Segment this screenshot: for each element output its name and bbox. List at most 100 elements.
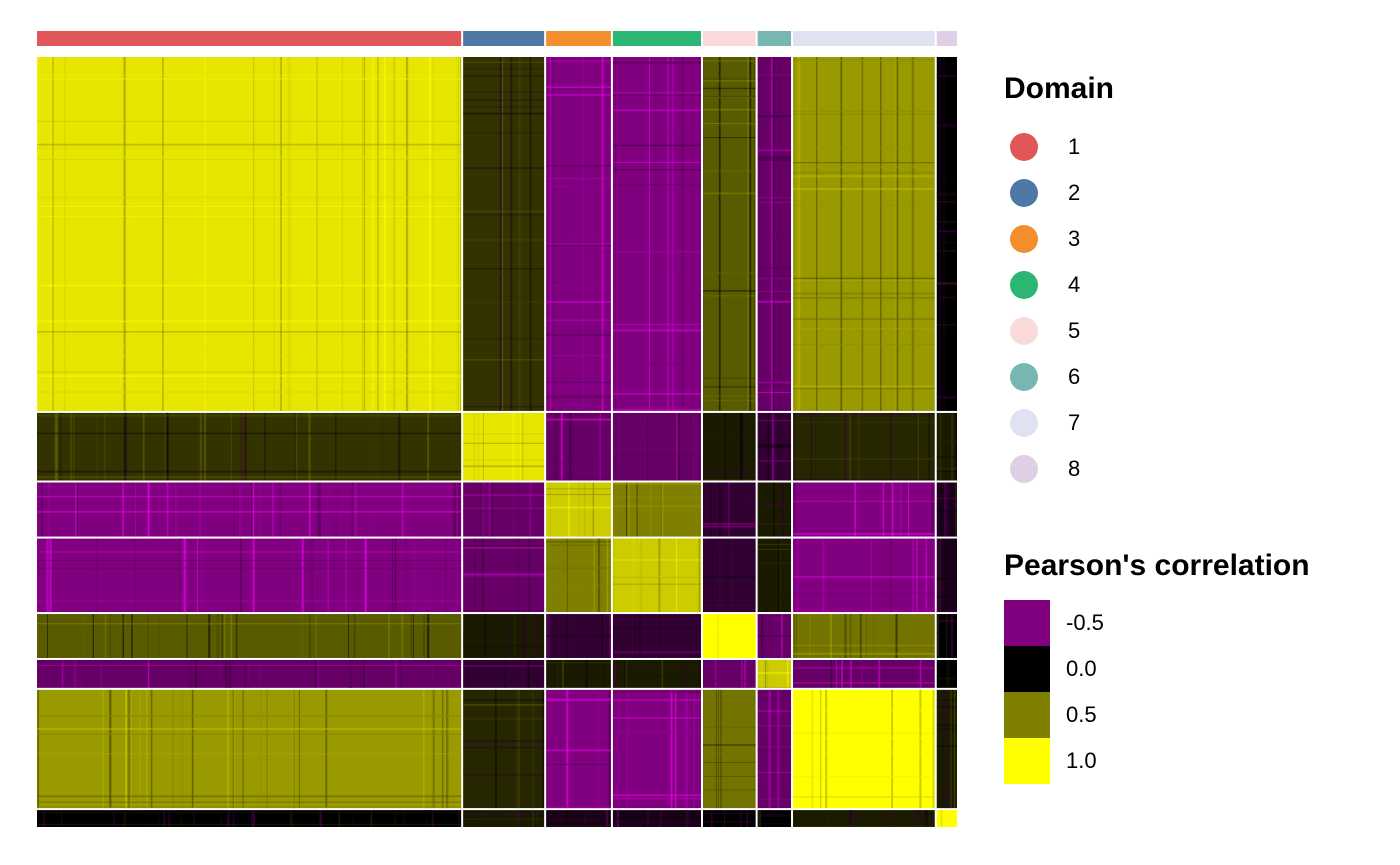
- heatmap-stripe: [381, 412, 384, 481]
- heatmap-stripe: [757, 635, 792, 637]
- heatmap-stripe: [37, 215, 462, 217]
- heatmap-stripe: [569, 412, 572, 481]
- heatmap-block: [463, 689, 545, 809]
- heatmap-stripe: [147, 482, 150, 537]
- heatmap-stripe: [109, 614, 111, 658]
- heatmap-stripe: [517, 538, 519, 613]
- heatmap-stripe: [37, 753, 462, 755]
- heatmap-stripe: [870, 689, 873, 809]
- heatmap-stripe: [327, 538, 329, 613]
- heatmap-stripe: [227, 659, 230, 688]
- heatmap-stripe: [676, 412, 678, 481]
- heatmap-stripe: [950, 689, 952, 809]
- heatmap-stripe: [191, 689, 194, 809]
- heatmap-stripe: [566, 689, 569, 809]
- heatmap-stripe: [844, 412, 847, 481]
- heatmap-stripe: [757, 543, 792, 545]
- heatmap-stripe: [777, 689, 780, 809]
- heatmap-stripe: [546, 701, 611, 703]
- heatmap-stripe: [513, 614, 516, 658]
- heatmap-stripe: [793, 385, 935, 388]
- heatmap-stripe: [463, 774, 545, 776]
- heatmap-stripe: [757, 197, 792, 198]
- heatmap-stripe: [175, 482, 177, 537]
- heatmap-stripe: [549, 482, 552, 537]
- heatmap-stripe: [754, 614, 756, 658]
- heatmap-stripe: [221, 614, 224, 658]
- heatmap-block: [757, 538, 792, 613]
- heatmap-stripe: [49, 538, 52, 613]
- heatmap-stripe: [945, 810, 948, 827]
- heatmap-stripe: [547, 614, 550, 658]
- heatmap-stripe: [565, 810, 568, 827]
- heatmap-stripe: [263, 412, 265, 481]
- heatmap-stripe: [793, 819, 935, 821]
- heatmap-stripe: [781, 482, 784, 537]
- domain-3-swatch: [1010, 225, 1038, 253]
- heatmap-stripe: [194, 659, 197, 688]
- heatmap-stripe: [546, 381, 611, 384]
- heatmap-stripe: [332, 538, 334, 613]
- heatmap-stripe: [940, 810, 943, 827]
- heatmap-stripe: [793, 609, 935, 612]
- heatmap-stripe: [740, 810, 742, 827]
- heatmap-stripe: [940, 57, 942, 411]
- heatmap-stripe: [37, 660, 462, 663]
- heatmap-stripe: [100, 659, 103, 688]
- heatmap-stripe: [936, 664, 957, 667]
- heatmap-stripe: [850, 614, 852, 658]
- heatmap-stripe: [757, 652, 792, 655]
- heatmap-stripe: [546, 334, 611, 336]
- heatmap-stripe: [612, 559, 701, 561]
- heatmap-stripe: [682, 57, 684, 411]
- heatmap-stripe: [501, 57, 504, 411]
- heatmap-stripe: [917, 412, 919, 481]
- heatmap-stripe: [629, 412, 632, 481]
- heatmap-stripe: [203, 57, 206, 411]
- heatmap-stripe: [372, 412, 375, 481]
- heatmap-stripe: [702, 604, 756, 606]
- heatmap-stripe: [936, 124, 957, 126]
- heatmap-stripe: [793, 796, 935, 798]
- heatmap-stripe: [410, 614, 413, 658]
- heatmap-stripe: [585, 659, 588, 688]
- heatmap-block: [702, 659, 756, 688]
- heatmap-stripe: [793, 162, 935, 164]
- heatmap-stripe: [702, 576, 756, 579]
- heatmap-stripe: [235, 614, 238, 658]
- heatmap-stripe: [738, 614, 740, 658]
- heatmap-stripe: [936, 577, 957, 580]
- heatmap-stripe: [37, 728, 462, 730]
- heatmap-stripe: [936, 595, 957, 598]
- heatmap-stripe: [522, 614, 525, 658]
- heatmap-stripe: [737, 659, 740, 688]
- heatmap-stripe: [445, 538, 447, 613]
- heatmap-stripe: [546, 567, 611, 569]
- heatmap-block: [463, 482, 545, 537]
- heatmap-stripe: [820, 689, 822, 809]
- heatmap-stripe: [702, 775, 756, 777]
- heatmap-stripe: [73, 659, 76, 688]
- heatmap-stripe: [556, 412, 558, 481]
- heatmap-stripe: [335, 412, 337, 481]
- heatmap-stripe: [37, 380, 462, 383]
- heatmap-stripe: [793, 666, 935, 669]
- heatmap-stripe: [70, 412, 72, 481]
- heatmap-stripe: [612, 717, 701, 719]
- heatmap-stripe: [699, 659, 701, 688]
- heatmap-stripe: [147, 659, 150, 688]
- heatmap-stripe: [504, 659, 507, 688]
- heatmap-stripe: [936, 677, 957, 680]
- heatmap-stripe: [546, 238, 611, 240]
- heatmap-stripe: [398, 412, 401, 481]
- heatmap-stripe: [767, 810, 769, 827]
- heatmap-stripe: [616, 810, 619, 827]
- heatmap-stripe: [204, 412, 207, 481]
- heatmap-stripe: [307, 538, 310, 613]
- heatmap-stripe: [546, 628, 611, 630]
- heatmap-stripe: [528, 538, 531, 613]
- heatmap-stripe: [787, 538, 790, 613]
- heatmap-stripe: [882, 482, 885, 537]
- heatmap-stripe: [793, 825, 935, 827]
- heatmap-stripe: [546, 506, 611, 509]
